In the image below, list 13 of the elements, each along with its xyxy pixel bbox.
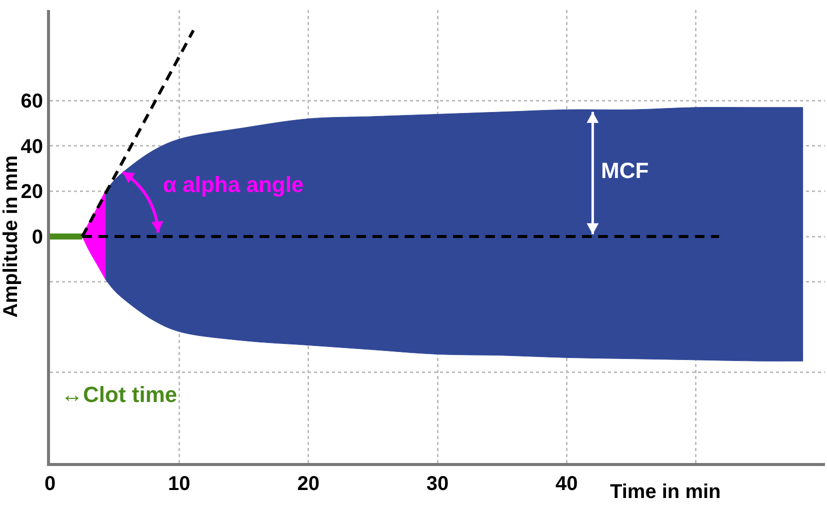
x-tick-label: 40 <box>556 473 578 495</box>
annotation: α alpha angle <box>163 172 304 197</box>
y-axis-title: Amplitude in mm <box>0 155 22 318</box>
x-axis-title: Time in min <box>610 481 721 503</box>
annotation: ↔Clot time <box>61 382 178 407</box>
x-tick-label: 20 <box>297 473 320 495</box>
y-tick-label: 60 <box>20 90 43 113</box>
y-tick-label: 20 <box>20 181 43 204</box>
x-tick-label: 30 <box>426 473 449 495</box>
y-tick-label: 0 <box>32 226 43 248</box>
annotation: MCF <box>601 158 649 183</box>
y-tick-label: 40 <box>20 136 43 158</box>
x-tick-label: 10 <box>168 473 190 495</box>
